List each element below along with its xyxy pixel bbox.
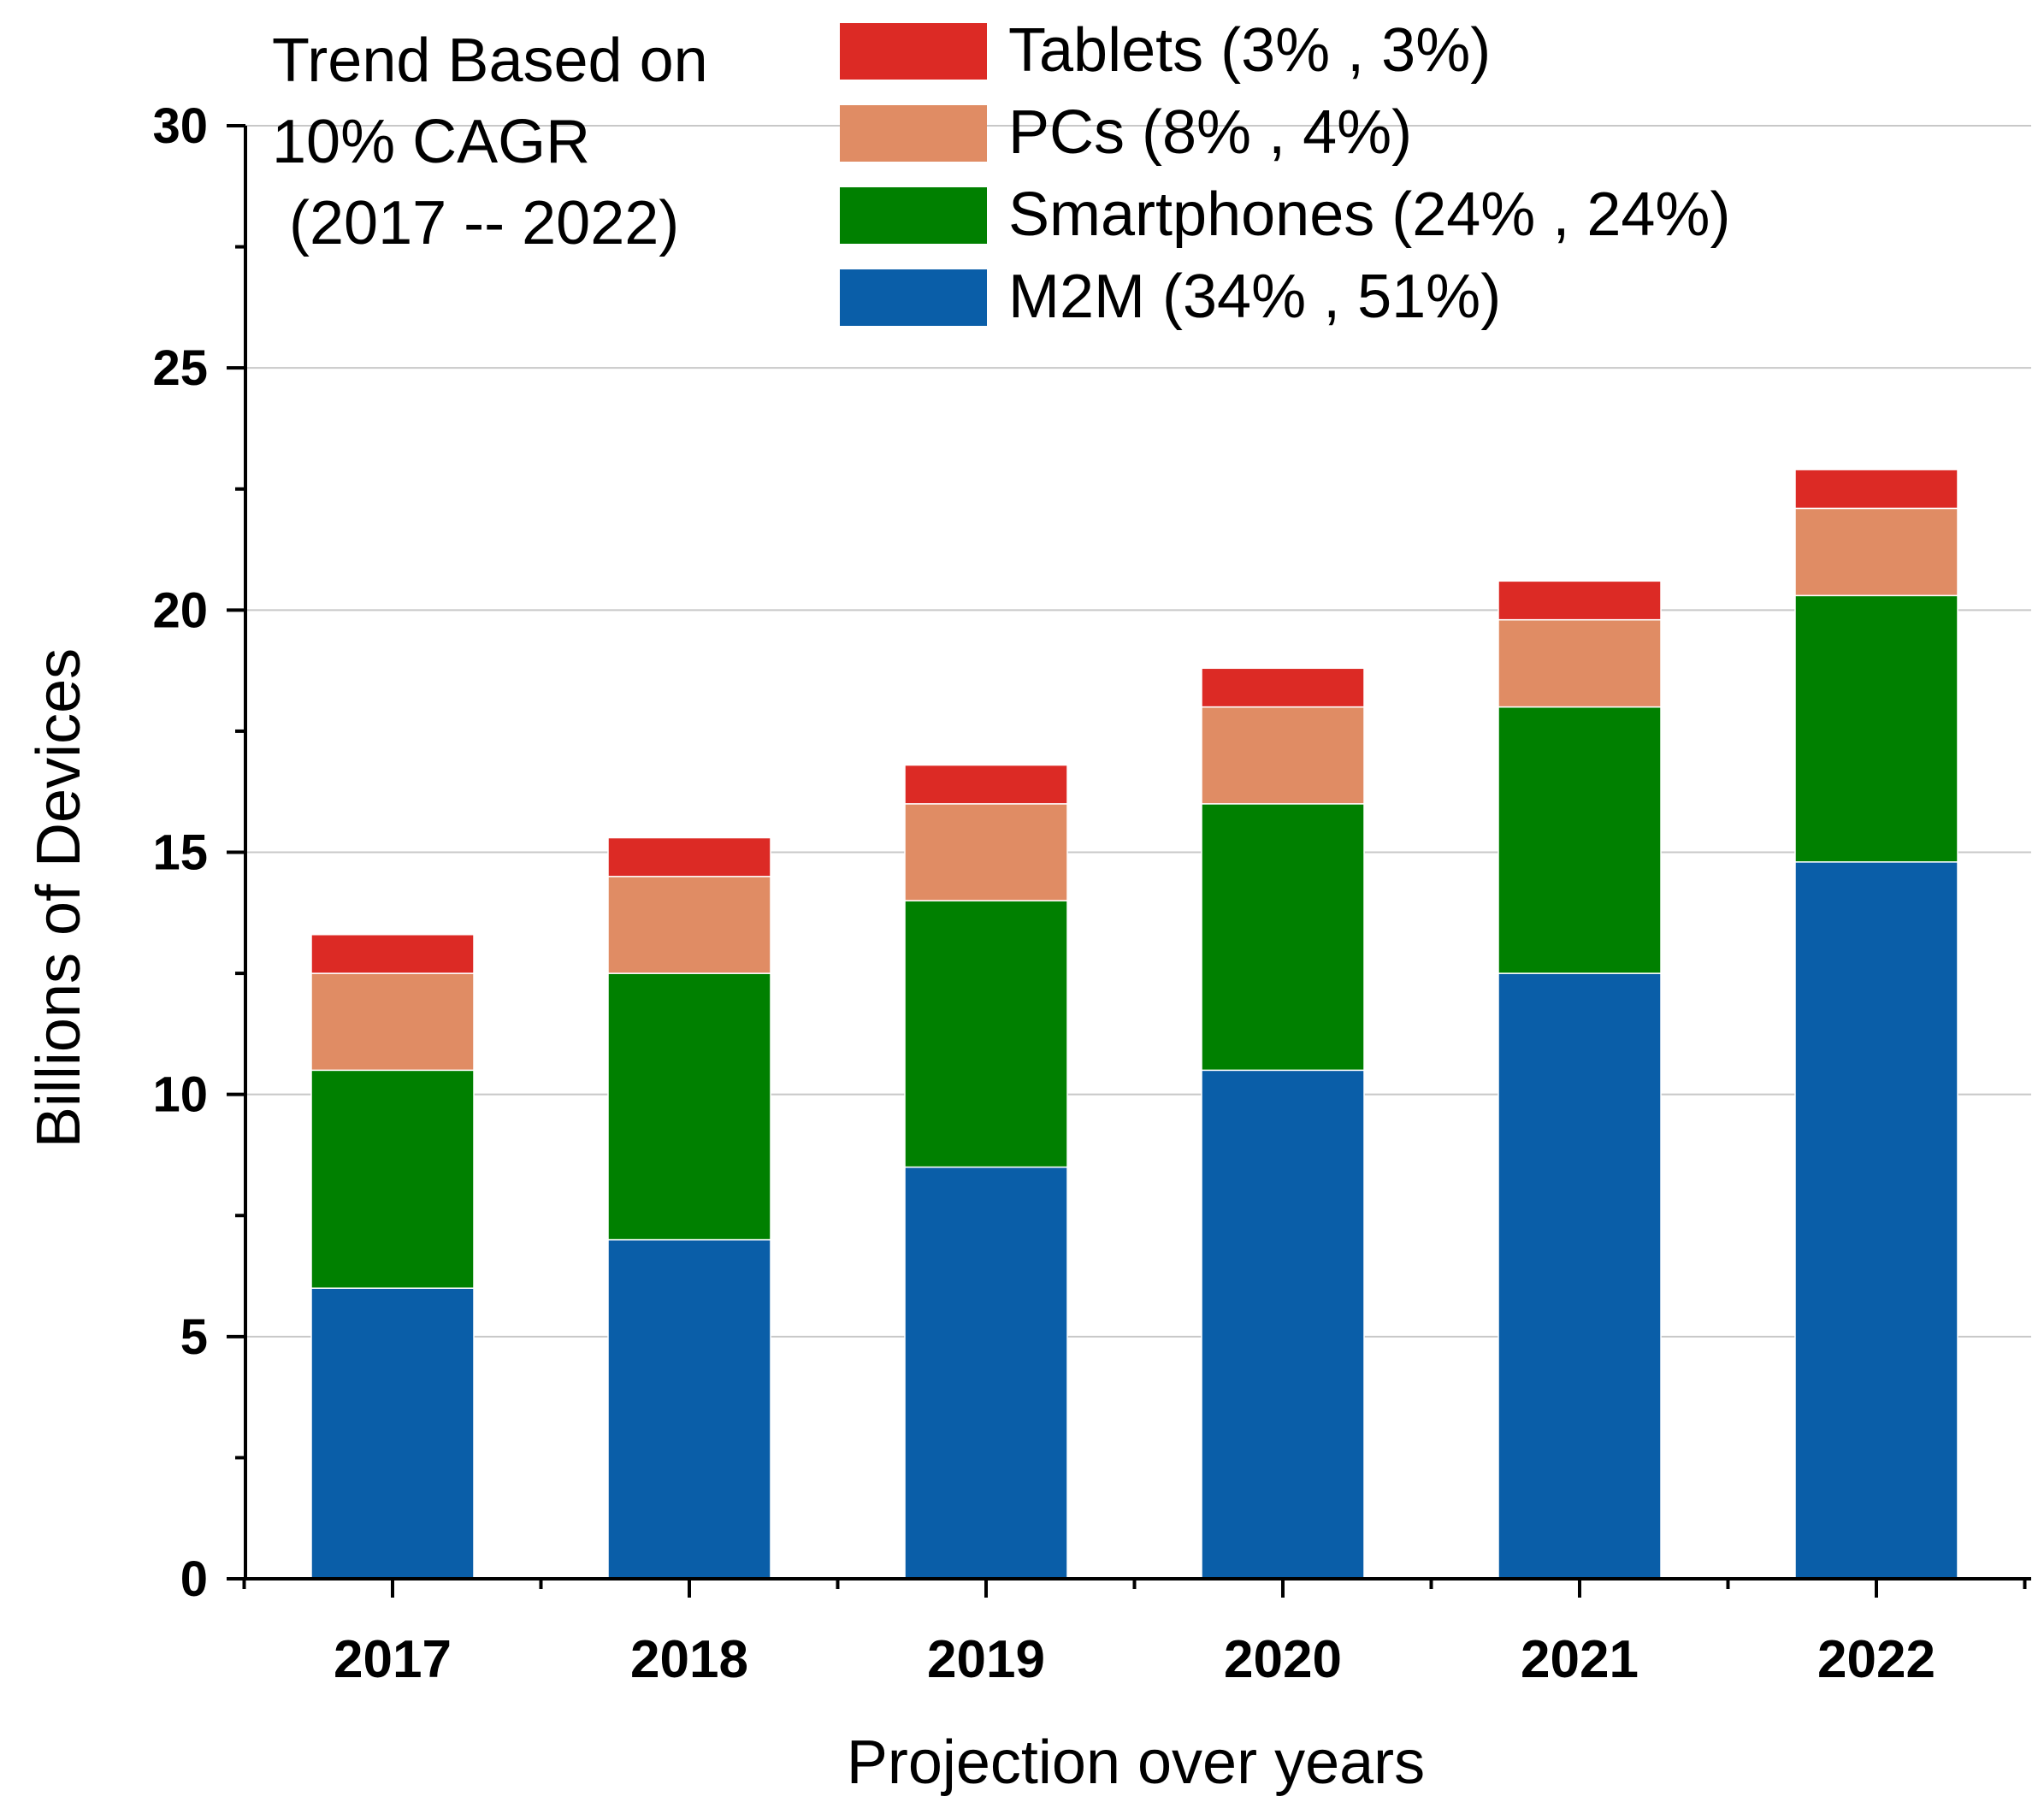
x-tick-label: 2018 xyxy=(630,1630,748,1689)
legend-swatch xyxy=(840,23,987,80)
y-tick-label: 25 xyxy=(152,340,208,396)
bar-segment xyxy=(310,1287,475,1580)
bar-segment xyxy=(607,1238,771,1580)
bar-segment xyxy=(1794,507,1958,597)
legend-label: Smartphones (24% , 24%) xyxy=(1008,180,1730,249)
bar-stacks xyxy=(310,469,1958,1580)
bar-segment xyxy=(1498,972,1662,1580)
gridlines xyxy=(245,125,2031,1338)
bar-segment xyxy=(1498,618,1662,708)
y-tick-label: 20 xyxy=(152,582,208,638)
bar-segment xyxy=(1794,469,1958,510)
bar-segment xyxy=(1498,580,1662,621)
bar-segment xyxy=(1201,667,1365,708)
y-tick-label: 30 xyxy=(152,98,208,154)
cagr-annotation: Trend Based on 10% CAGR (2017 -- 2022) xyxy=(272,27,708,257)
bar-segment xyxy=(1794,861,1958,1580)
legend-label: PCs (8% , 4%) xyxy=(1008,98,1412,167)
x-tick-label: 2017 xyxy=(334,1630,452,1689)
legend-swatch xyxy=(840,105,987,162)
bar-segment xyxy=(310,1069,475,1289)
annotation-line-1: Trend Based on xyxy=(272,27,708,95)
bar-segment xyxy=(310,934,475,974)
y-axis-ticks: 0 5 10 15 20 25 30 xyxy=(152,98,245,1607)
x-tick-label: 2021 xyxy=(1521,1630,1639,1689)
x-tick-label: 2022 xyxy=(1817,1630,1935,1689)
y-tick-label: 10 xyxy=(152,1067,208,1123)
x-tick-label: 2019 xyxy=(927,1630,1045,1689)
legend: Tablets (3% , 3%) PCs (8% , 4%) Smartphone… xyxy=(840,16,1730,331)
bar-segment xyxy=(1498,706,1662,974)
bar-segment xyxy=(607,876,771,974)
y-tick-label: 0 xyxy=(180,1551,208,1607)
annotation-line-3: (2017 -- 2022) xyxy=(272,189,679,257)
x-axis-ticks: 2017 2018 2019 2020 2021 2022 xyxy=(242,1579,2027,1689)
legend-swatch xyxy=(840,187,987,244)
bar-segment xyxy=(607,836,771,877)
bar-segment xyxy=(607,972,771,1241)
bar-segment xyxy=(904,764,1068,805)
legend-swatch xyxy=(840,269,987,326)
y-axis-title: Billions of Devices xyxy=(25,648,93,1148)
bar-segment xyxy=(904,1166,1068,1580)
bar-segment xyxy=(1201,706,1365,805)
bar-segment xyxy=(904,803,1068,901)
x-tick-label: 2020 xyxy=(1224,1630,1342,1689)
annotation-line-2: 10% CAGR xyxy=(272,108,590,176)
y-tick-label: 15 xyxy=(152,825,208,881)
bar-segment xyxy=(904,900,1068,1168)
legend-label: Tablets (3% , 3%) xyxy=(1008,16,1491,85)
bar-segment xyxy=(310,972,475,1072)
bar-segment xyxy=(1201,803,1365,1072)
y-tick-label: 5 xyxy=(180,1309,208,1365)
bar-segment xyxy=(1201,1069,1365,1580)
x-axis-title: Projection over years xyxy=(847,1728,1425,1797)
legend-label: M2M (34% , 51%) xyxy=(1008,263,1501,331)
bar-segment xyxy=(1794,594,1958,863)
